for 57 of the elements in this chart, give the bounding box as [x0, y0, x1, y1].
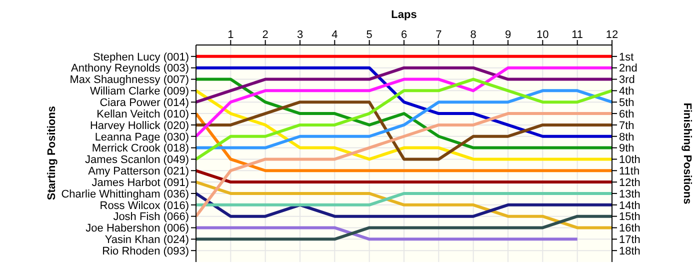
- category-label: William Clarke (009): [90, 86, 189, 98]
- category-label: Kellan Veitch (010): [96, 108, 189, 120]
- y2-tick-label: 14th: [619, 200, 640, 212]
- y2-tick-label: 10th: [619, 154, 640, 166]
- x-tick-label: 9: [504, 29, 512, 41]
- x-tick-label: 6: [400, 29, 408, 41]
- category-label: Leanna Page (030): [94, 131, 189, 144]
- line-series: [196, 100, 612, 161]
- line-series: [196, 66, 612, 138]
- y2-tick-label: 2nd: [619, 62, 638, 75]
- x-tick-label: 11: [572, 29, 584, 41]
- category-label: Josh Fish (066): [113, 211, 189, 224]
- category-label: Joe Habershon (006): [86, 222, 189, 235]
- category-label: Amy Patterson (021): [88, 166, 189, 178]
- x-tick-label: 3: [296, 29, 304, 41]
- x-tick-label: 1: [228, 29, 234, 41]
- category-label: Stephen Lucy (001): [92, 51, 189, 64]
- y2-tick-label: 16th: [619, 222, 640, 235]
- x-tick-label: 4: [332, 29, 338, 41]
- x-axis-title: Laps: [391, 8, 417, 21]
- category-label: Max Shaughnessy (007): [70, 74, 189, 86]
- category-label: Merrick Crook (018): [92, 142, 189, 155]
- category-label: Anthony Reynolds (003): [70, 62, 189, 75]
- y2-tick-label: 11th: [619, 166, 640, 178]
- line-series: [196, 180, 612, 230]
- y2-tick-label: 8th: [619, 131, 634, 144]
- x-tick-label: 8: [470, 29, 476, 41]
- category-label: James Scanlon (049): [85, 154, 189, 166]
- y2-tick-label: 17th: [619, 234, 640, 246]
- category-label: Harvey Hollick (020): [90, 120, 189, 132]
- category-label: Charlie Whittingham (036): [61, 188, 189, 200]
- y2-tick-label: 7th: [619, 120, 634, 132]
- y2-tick-label: 3rd: [619, 74, 635, 86]
- y2-tick-label: 9th: [619, 142, 634, 155]
- y2-tick-label: 12th: [619, 176, 640, 189]
- y2-axis-title: Finishing Positions: [681, 102, 694, 204]
- category-label: Yasin Khan (024): [104, 234, 189, 246]
- line-series: [196, 66, 612, 104]
- y2-tick-label: 6th: [619, 108, 634, 120]
- y2-tick-label: 18th: [619, 245, 640, 258]
- category-label: James Harbot (091): [92, 176, 189, 189]
- x-tick-label: 12: [606, 29, 618, 41]
- y2-tick-label: 13th: [619, 188, 640, 200]
- category-label: Ross Wilcox (016): [100, 200, 189, 212]
- x-tick-label: 7: [436, 29, 442, 41]
- line-series: [196, 112, 612, 218]
- category-label: Rio Rhoden (093): [102, 245, 189, 258]
- text: Starting Positions: [46, 106, 58, 200]
- y2-tick-label: 15th: [619, 211, 640, 224]
- y2-tick-label: 5th: [619, 97, 634, 110]
- y2-tick-label: 1st: [619, 51, 634, 64]
- category-label: Ciara Power (014): [100, 97, 189, 110]
- x-tick-label: 2: [262, 29, 268, 41]
- x-tick-label: 5: [366, 29, 372, 41]
- y2-tick-label: 4th: [619, 86, 634, 98]
- line-series: [196, 89, 612, 150]
- x-tick-label: 10: [536, 29, 549, 41]
